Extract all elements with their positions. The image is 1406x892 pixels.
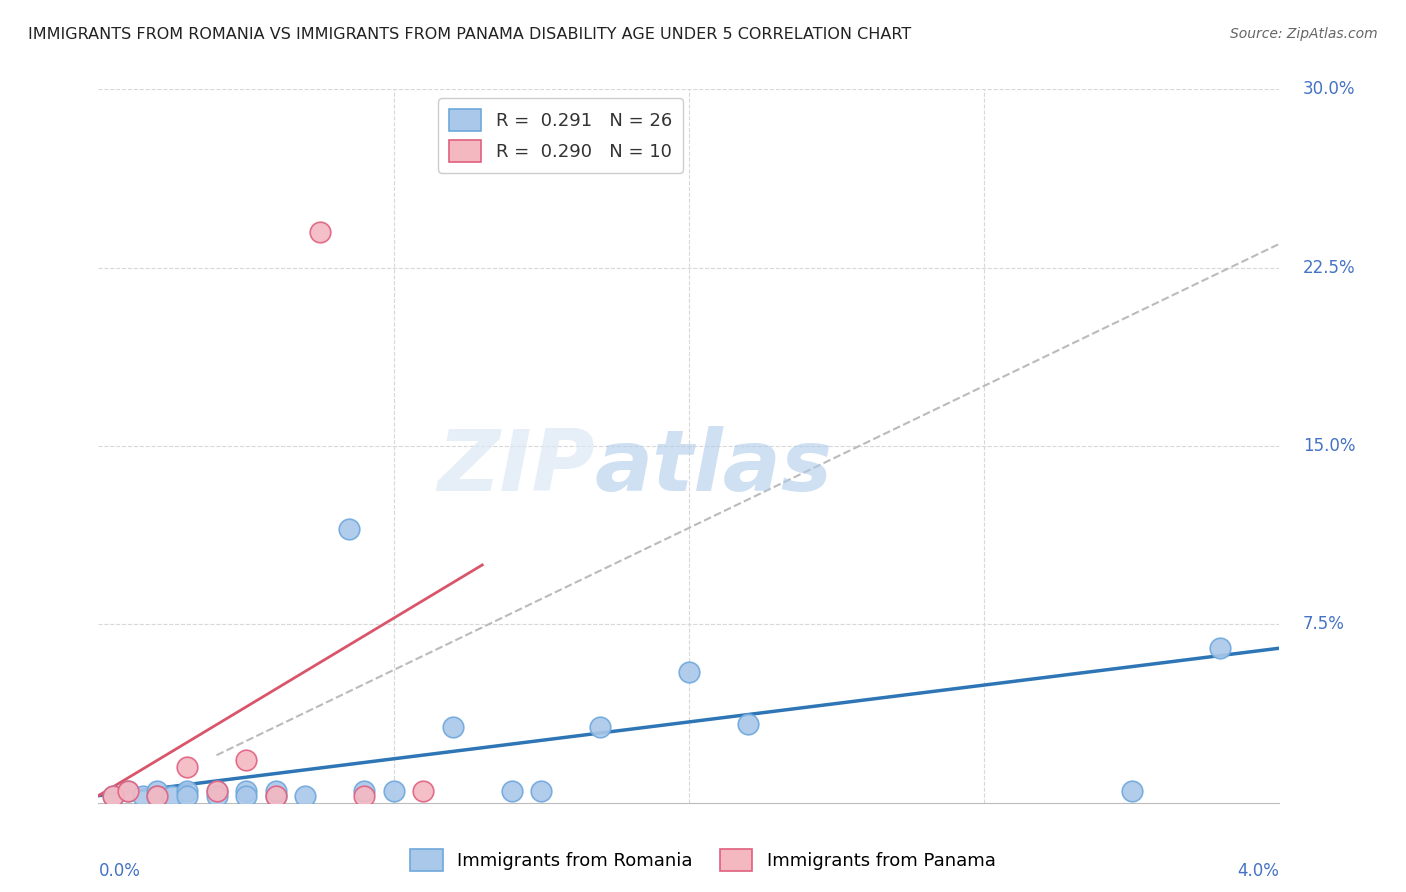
Point — [337, 522, 360, 536]
Point — [589, 720, 612, 734]
Text: 0.0%: 0.0% — [98, 863, 141, 880]
Point — [501, 784, 523, 798]
Point — [1209, 641, 1232, 656]
Legend: R =  0.291   N = 26, R =  0.290   N = 10: R = 0.291 N = 26, R = 0.290 N = 10 — [439, 98, 683, 173]
Point — [264, 789, 287, 803]
Text: 7.5%: 7.5% — [1303, 615, 1346, 633]
Point — [205, 784, 228, 798]
Point — [235, 784, 257, 798]
Point — [117, 784, 139, 798]
Point — [162, 789, 183, 803]
Text: IMMIGRANTS FROM ROMANIA VS IMMIGRANTS FROM PANAMA DISABILITY AGE UNDER 5 CORRELA: IMMIGRANTS FROM ROMANIA VS IMMIGRANTS FR… — [28, 27, 911, 42]
Point — [264, 784, 287, 798]
Point — [382, 784, 405, 798]
Text: atlas: atlas — [595, 425, 832, 509]
Point — [235, 753, 257, 767]
Point — [441, 720, 464, 734]
Text: Source: ZipAtlas.com: Source: ZipAtlas.com — [1230, 27, 1378, 41]
Text: ZIP: ZIP — [437, 425, 595, 509]
Legend: Immigrants from Romania, Immigrants from Panama: Immigrants from Romania, Immigrants from… — [404, 842, 1002, 879]
Point — [103, 789, 124, 803]
Point — [353, 784, 375, 798]
Point — [294, 789, 316, 803]
Point — [146, 784, 169, 798]
Point — [353, 789, 375, 803]
Text: 30.0%: 30.0% — [1303, 80, 1355, 98]
Point — [176, 760, 198, 774]
Point — [132, 789, 155, 803]
Point — [678, 665, 700, 679]
Point — [308, 225, 332, 239]
Point — [205, 789, 228, 803]
Point — [176, 789, 198, 803]
Point — [146, 789, 169, 803]
Point — [205, 784, 228, 798]
Point — [1121, 784, 1143, 798]
Text: 22.5%: 22.5% — [1303, 259, 1355, 277]
Point — [235, 789, 257, 803]
Point — [176, 784, 198, 798]
Text: 4.0%: 4.0% — [1237, 863, 1279, 880]
Text: 15.0%: 15.0% — [1303, 437, 1355, 455]
Point — [264, 789, 287, 803]
Point — [412, 784, 434, 798]
Point — [117, 784, 139, 798]
Point — [530, 784, 553, 798]
Point — [146, 789, 169, 803]
Point — [103, 789, 124, 803]
Point — [737, 717, 759, 731]
